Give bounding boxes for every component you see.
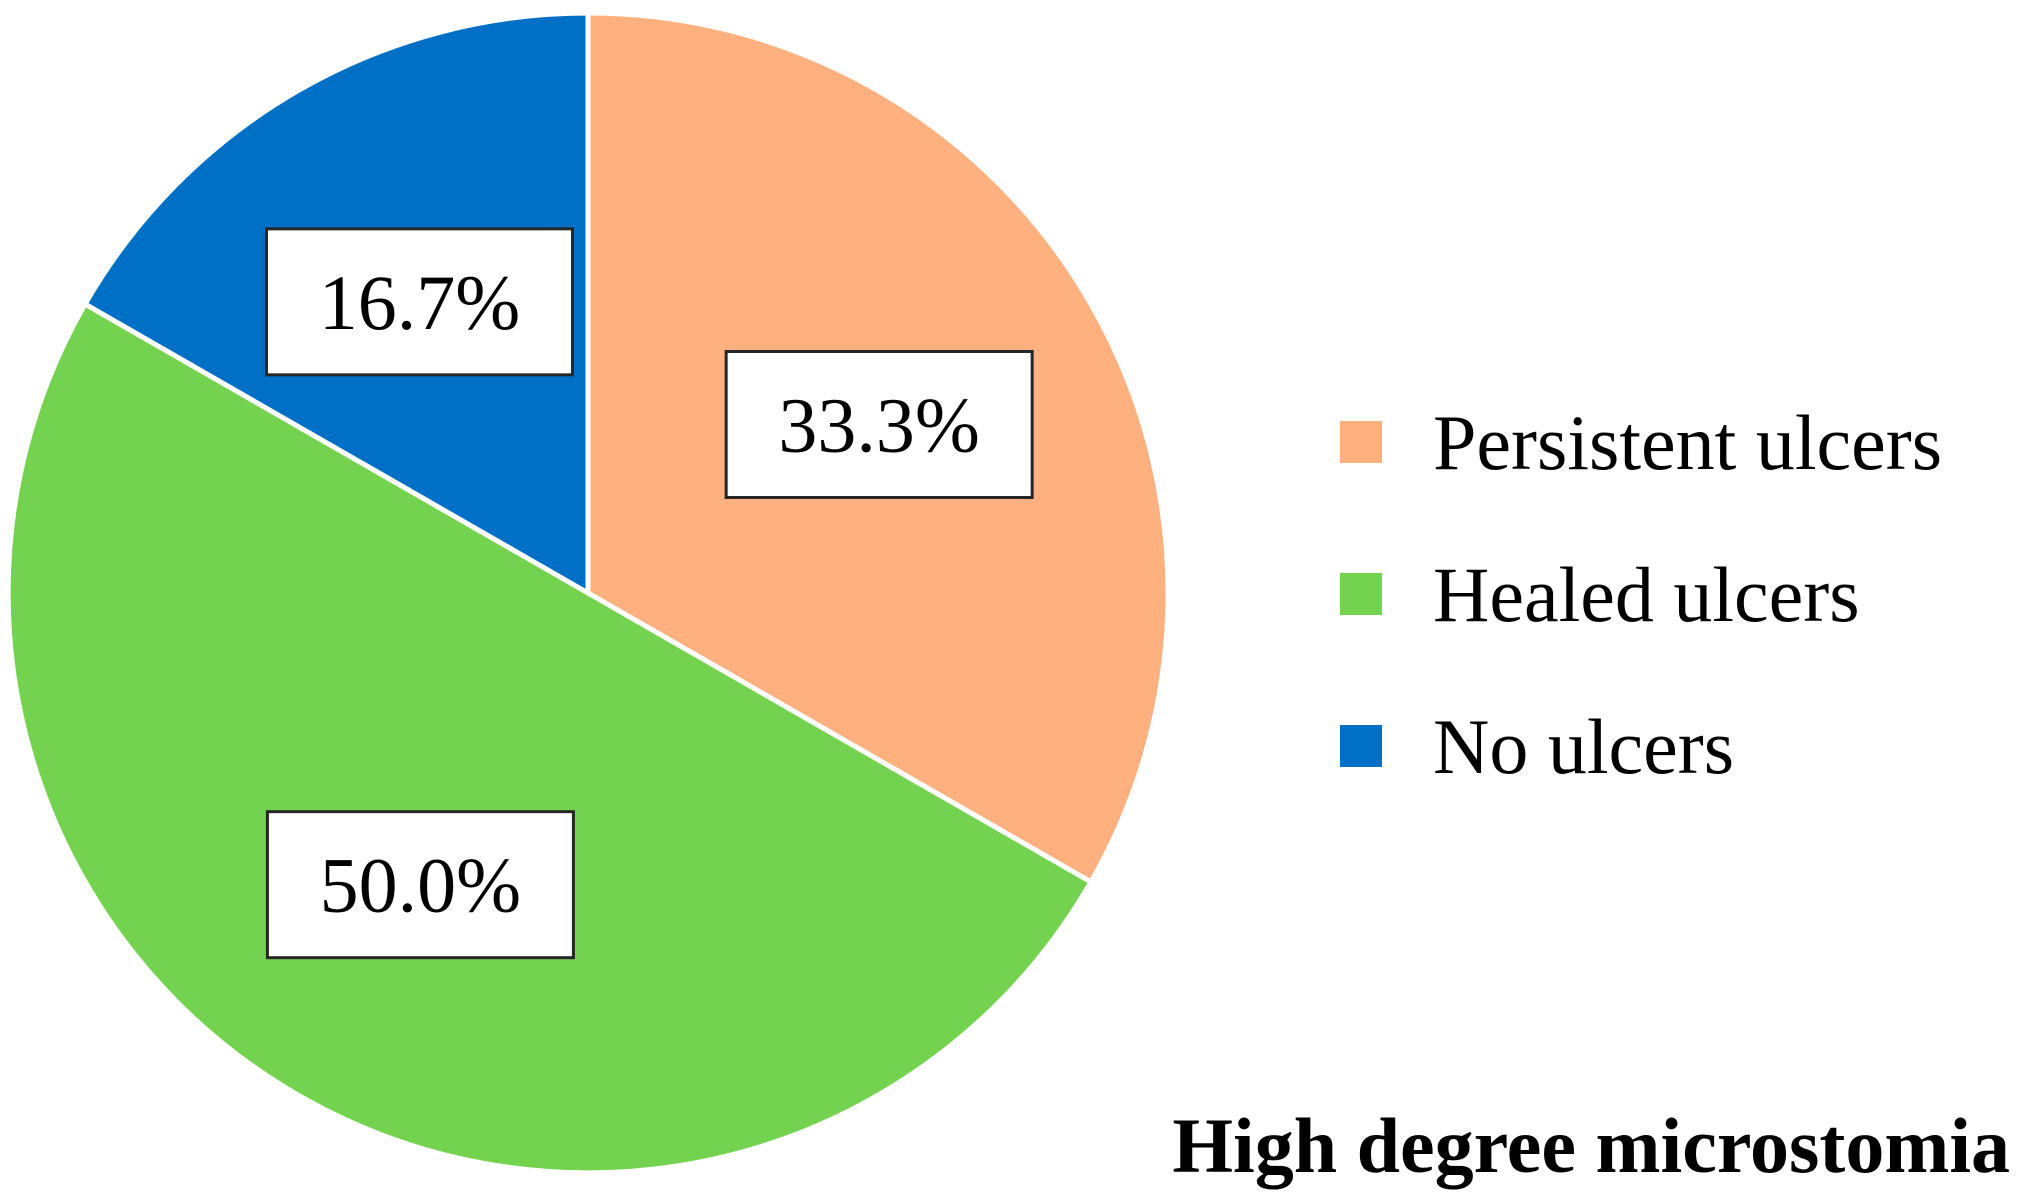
legend-item: Persistent ulcers — [1340, 399, 1942, 486]
data-label-text: 50.0% — [320, 842, 521, 929]
data-label: 33.3% — [724, 349, 1034, 499]
legend-item: Healed ulcers — [1340, 551, 1860, 638]
data-label: 50.0% — [265, 810, 575, 960]
data-label-box — [724, 349, 1034, 499]
data-label-box — [264, 227, 574, 377]
chart-title: High degree microstomia — [1172, 1102, 2010, 1189]
legend: Persistent ulcers Healed ulcers No ulcers — [1340, 399, 1942, 790]
legend-label: No ulcers — [1433, 703, 1734, 790]
data-label-text: 16.7% — [319, 259, 520, 346]
legend-label: Healed ulcers — [1433, 551, 1860, 638]
legend-swatch — [1340, 421, 1382, 463]
legend-label: Persistent ulcers — [1433, 399, 1942, 486]
legend-item: No ulcers — [1340, 703, 1734, 790]
pie-slices — [5, 10, 1171, 1175]
legend-swatch — [1340, 725, 1382, 767]
data-label-text: 33.3% — [778, 381, 979, 468]
data-label-box — [265, 810, 575, 960]
legend-swatch — [1340, 573, 1382, 615]
data-label: 16.7% — [264, 227, 574, 377]
pie-data-labels: 33.3% 50.0% 16.7% — [264, 227, 1034, 960]
